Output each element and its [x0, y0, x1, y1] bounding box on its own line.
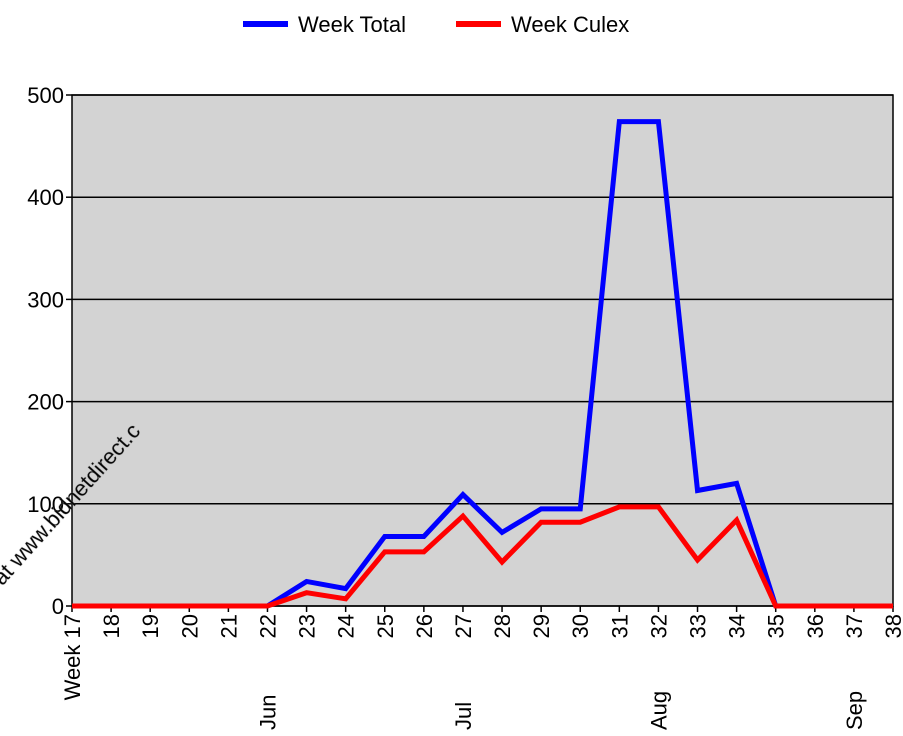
x-tick-label: 32: [646, 614, 671, 638]
y-tick-label: 300: [27, 287, 64, 312]
x-tick-label: 21: [216, 614, 241, 638]
month-label: Jun: [255, 695, 280, 730]
x-tick-label: 29: [529, 614, 554, 638]
x-tick-label: 28: [490, 614, 515, 638]
legend-label: Week Culex: [511, 12, 629, 37]
series-line: [72, 504, 893, 609]
x-tick-label: 37: [842, 614, 867, 638]
x-tick-label: 18: [99, 614, 124, 638]
x-tick-label: Week 17: [60, 614, 85, 700]
y-tick-label: 400: [27, 185, 64, 210]
x-tick-label: 38: [881, 614, 903, 638]
month-label: Aug: [646, 691, 671, 730]
x-tick-label: 25: [373, 614, 398, 638]
x-tick-label: 23: [295, 614, 320, 638]
month-label: Jul: [451, 702, 476, 730]
y-tick-label: 200: [27, 390, 64, 415]
x-tick-label: 30: [568, 614, 593, 638]
x-tick-label: 31: [607, 614, 632, 638]
x-tick-label: 26: [412, 614, 437, 638]
x-tick-label: 22: [255, 614, 280, 638]
x-tick-label: 27: [451, 614, 476, 638]
legend-label: Week Total: [298, 12, 406, 37]
y-tick-label: 500: [27, 83, 64, 108]
x-tick-label: 34: [725, 614, 750, 638]
y-tick-label: 0: [52, 594, 64, 619]
x-tick-label: 24: [334, 614, 359, 638]
month-label: Sep: [842, 691, 867, 730]
x-tick-label: 33: [686, 614, 711, 638]
plot-area: [71, 94, 894, 607]
x-tick-label: 36: [803, 614, 828, 638]
x-tick-label: 19: [138, 614, 163, 638]
y-tick-label: 100: [27, 492, 64, 517]
x-tick-label: 35: [764, 614, 789, 638]
x-tick-label: 20: [177, 614, 202, 638]
